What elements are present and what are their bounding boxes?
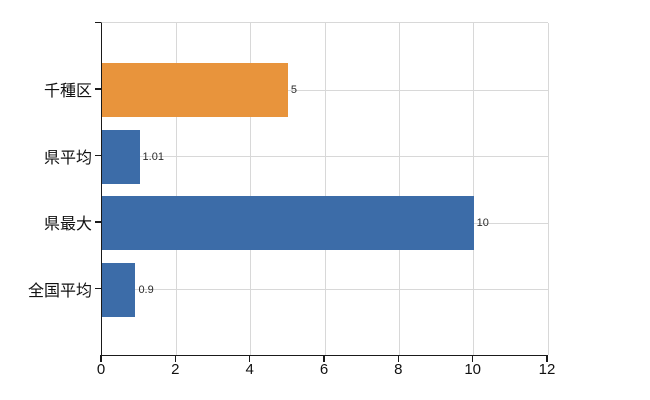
x-axis-tick [397, 355, 400, 362]
plot-area: 5 1.01 10 0.9 [101, 22, 549, 356]
value-label: 0.9 [138, 283, 154, 296]
bar-全国平均[interactable] [102, 262, 136, 317]
vertical-gridline-4 [250, 23, 252, 355]
vertical-gridline-8 [398, 23, 400, 355]
x-axis-label-10: 10 [464, 361, 481, 378]
x-axis-tick [100, 355, 102, 362]
y-axis-tick [95, 221, 101, 223]
horizontal-gridline [102, 156, 548, 157]
value-label: 5 [290, 84, 297, 96]
x-axis-label-6: 6 [319, 361, 329, 378]
bar-県最大[interactable] [102, 196, 474, 250]
vertical-gridline-10 [473, 23, 475, 355]
category-label-全国平均: 全国平均 [27, 282, 92, 300]
category-label-千種区: 千種区 [43, 83, 92, 100]
x-axis-label-2: 2 [171, 361, 180, 378]
x-axis-tick [174, 355, 177, 362]
y-axis-top-tick [95, 21, 101, 23]
x-axis-tick [471, 355, 474, 362]
vertical-gridline-12 [547, 23, 549, 355]
y-axis-tick [95, 88, 101, 90]
vertical-gridline-2 [175, 23, 177, 355]
bar-千種区[interactable] [102, 63, 288, 117]
x-axis-label-12: 12 [538, 361, 556, 378]
x-axis-tick [248, 355, 251, 362]
value-label: 1.01 [142, 150, 164, 163]
y-axis-tick [95, 154, 101, 157]
category-label-県最大: 県最大 [43, 216, 92, 233]
y-axis-tick [95, 287, 101, 290]
x-axis-tick [323, 355, 325, 362]
horizontal-gridline [102, 289, 548, 290]
bar-県平均[interactable] [102, 129, 140, 184]
x-axis-label-0: 0 [96, 361, 106, 378]
x-axis-label-4: 4 [245, 361, 254, 378]
x-axis-tick [546, 355, 548, 362]
horizontal-gridline [102, 89, 548, 91]
vertical-gridline-6 [324, 23, 326, 355]
value-label: 10 [476, 217, 489, 229]
category-label-県平均: 県平均 [43, 149, 92, 167]
x-axis-label-8: 8 [394, 361, 403, 378]
